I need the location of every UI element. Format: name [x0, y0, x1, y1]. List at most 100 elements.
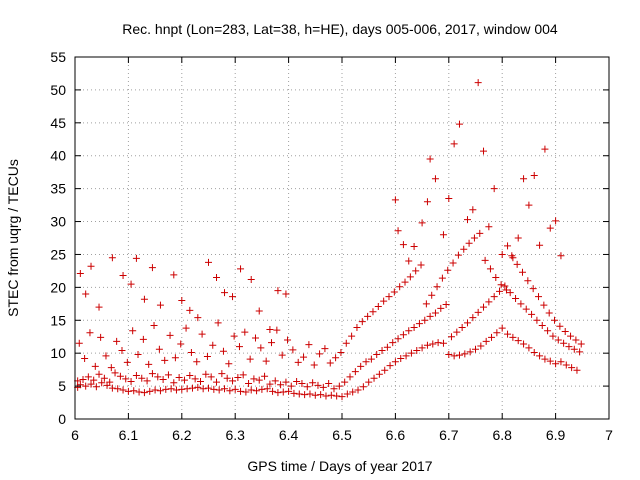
data-point	[367, 355, 375, 363]
data-point	[522, 305, 530, 313]
x-tick-label: 6.1	[119, 427, 139, 443]
data-point	[386, 362, 394, 370]
data-point	[455, 120, 463, 128]
data-point	[560, 339, 568, 347]
data-point	[417, 261, 425, 269]
data-point	[132, 254, 140, 262]
data-point	[196, 377, 204, 385]
data-point	[570, 345, 578, 353]
data-point	[490, 293, 498, 301]
data-point	[450, 140, 458, 148]
data-point	[385, 293, 393, 301]
data-point	[520, 340, 528, 348]
data-point	[335, 382, 343, 390]
data-point	[577, 340, 585, 348]
data-point	[210, 385, 218, 393]
data-point	[100, 374, 108, 382]
data-point	[493, 329, 501, 337]
data-point	[250, 375, 258, 383]
data-point	[90, 376, 98, 384]
data-point	[469, 206, 477, 214]
data-point	[497, 281, 505, 289]
data-point	[509, 333, 517, 341]
y-tick-label: 5	[58, 378, 66, 394]
y-tick-label: 25	[50, 246, 66, 262]
data-point	[338, 393, 346, 401]
data-point	[557, 252, 565, 260]
data-point	[513, 260, 521, 268]
data-point	[445, 350, 453, 358]
data-point	[140, 389, 148, 397]
data-point	[412, 267, 420, 275]
data-point	[461, 350, 469, 358]
data-point	[311, 391, 319, 399]
data-point	[159, 376, 167, 384]
data-point	[129, 327, 137, 335]
data-point	[535, 293, 543, 301]
data-point	[549, 332, 557, 340]
data-point	[529, 285, 537, 293]
x-tick-label: 6.3	[225, 427, 245, 443]
data-point	[482, 337, 490, 345]
x-tick-label: 6	[71, 427, 79, 443]
data-point	[284, 336, 292, 344]
data-point	[294, 358, 302, 366]
data-point	[439, 231, 447, 239]
data-point	[235, 343, 243, 351]
data-point	[167, 385, 175, 393]
data-point	[438, 274, 446, 282]
data-point	[97, 333, 105, 341]
data-point	[221, 385, 229, 393]
data-point	[454, 251, 462, 259]
data-point	[332, 354, 340, 362]
y-tick-label: 0	[58, 411, 66, 427]
y-tick-label: 15	[50, 312, 66, 328]
data-point	[271, 377, 279, 385]
data-point	[540, 301, 548, 309]
grid	[75, 57, 609, 419]
data-point	[230, 332, 238, 340]
data-point	[156, 387, 164, 395]
data-point	[496, 287, 504, 295]
data-point	[351, 368, 359, 376]
data-point	[143, 377, 151, 385]
data-point	[406, 273, 414, 281]
data-point	[525, 201, 533, 209]
data-point	[186, 306, 194, 314]
data-point	[405, 257, 413, 265]
data-point	[237, 265, 245, 273]
data-point	[177, 340, 185, 348]
data-point	[303, 383, 311, 391]
data-point	[91, 362, 99, 370]
y-tick-label: 35	[50, 181, 66, 197]
data-point	[370, 374, 378, 382]
data-point	[485, 298, 493, 306]
data-point	[102, 352, 110, 360]
data-point	[253, 387, 261, 395]
data-point	[380, 297, 388, 305]
data-point	[124, 387, 132, 395]
data-point	[155, 345, 163, 353]
data-point	[86, 329, 94, 337]
data-point	[225, 360, 233, 368]
data-point	[439, 339, 447, 347]
data-point	[205, 258, 212, 266]
data-point	[213, 273, 221, 281]
data-point	[506, 289, 514, 297]
x-tick-label: 6.6	[386, 427, 406, 443]
data-point	[410, 243, 418, 251]
data-point	[567, 332, 575, 340]
data-point	[410, 324, 418, 332]
data-point	[98, 379, 106, 387]
data-point	[445, 195, 453, 203]
data-point	[139, 335, 147, 343]
data-point	[305, 341, 313, 349]
data-point	[514, 234, 522, 242]
data-point	[234, 374, 242, 382]
data-point	[369, 308, 377, 316]
data-point	[306, 390, 314, 398]
x-tick-label: 6.5	[332, 427, 352, 443]
data-point	[463, 216, 471, 224]
data-point	[193, 358, 201, 366]
